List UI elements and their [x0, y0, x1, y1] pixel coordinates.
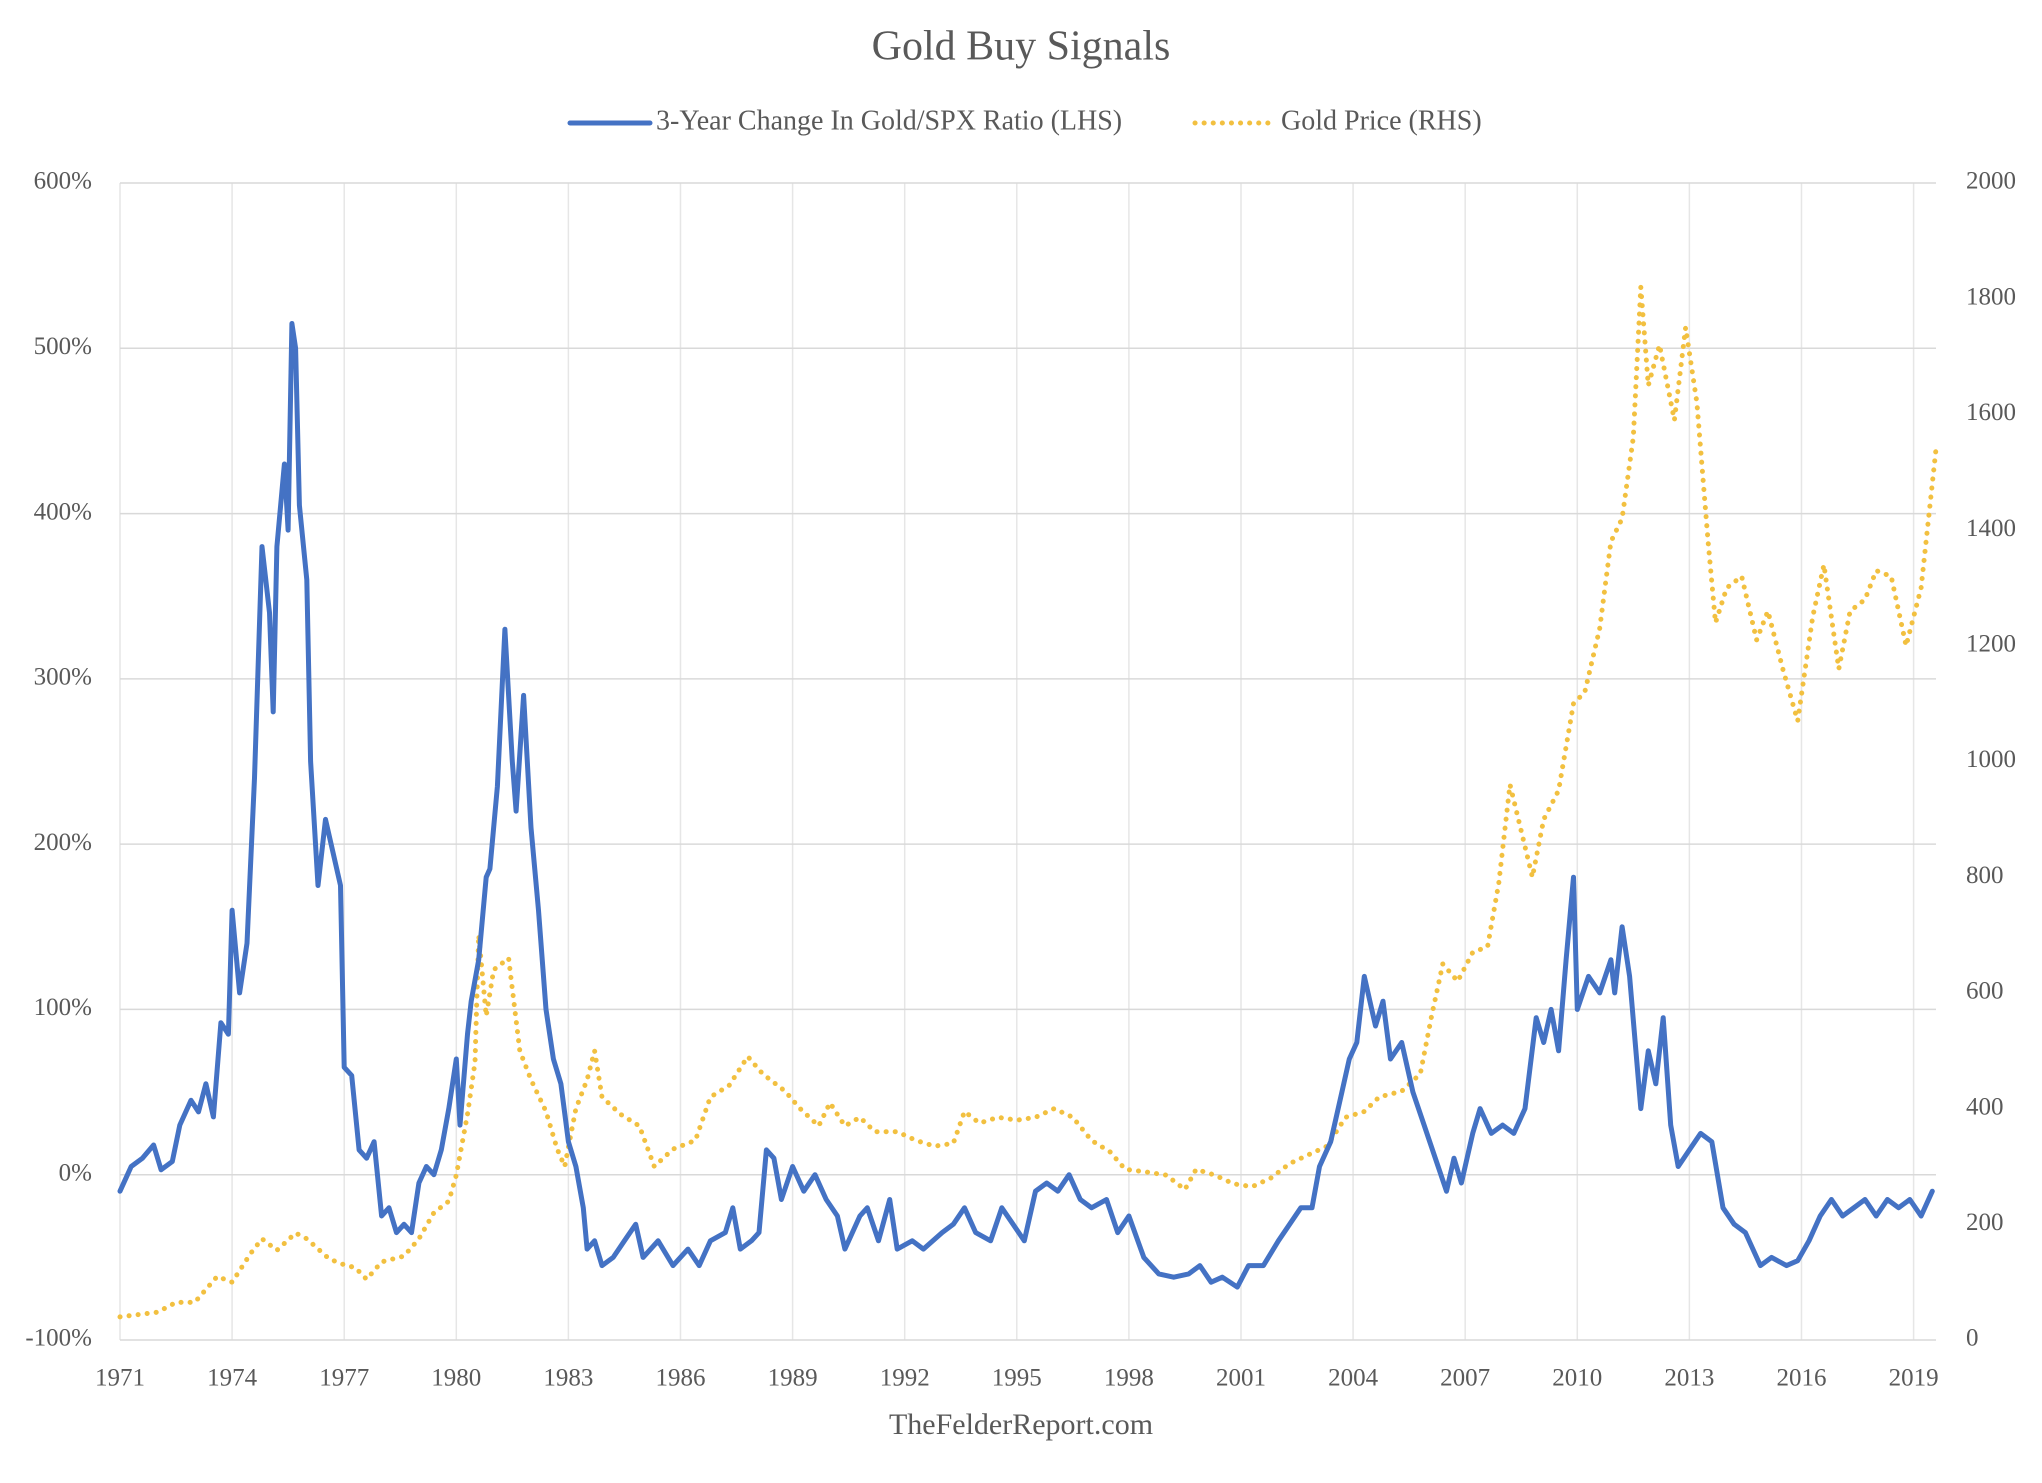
x-tick-label: 1992 — [880, 1365, 930, 1392]
y2-tick-label: 0 — [1966, 1325, 1979, 1352]
legend-label: Gold Price (RHS) — [1281, 105, 1482, 136]
y-tick-label: 100% — [34, 994, 92, 1021]
y2-tick-label: 1800 — [1966, 283, 2016, 310]
x-tick-label: 1986 — [655, 1365, 705, 1392]
series-line — [117, 284, 1939, 1320]
x-tick-label: 1998 — [1104, 1365, 1154, 1392]
y-tick-label: 200% — [34, 829, 92, 856]
x-tick-label: 1983 — [543, 1365, 593, 1392]
x-tick-label: 2016 — [1776, 1365, 1826, 1392]
chart-title: Gold Buy Signals — [872, 24, 1171, 70]
x-tick-label: 2007 — [1440, 1365, 1490, 1392]
x-tick-label: 2004 — [1328, 1365, 1379, 1392]
y-tick-label: 300% — [34, 664, 92, 691]
y-tick-label: 0% — [59, 1159, 92, 1186]
y2-tick-label: 400 — [1966, 1093, 2004, 1120]
x-tick-label: 2001 — [1216, 1365, 1266, 1392]
y2-tick-label: 1600 — [1966, 399, 2016, 426]
y-tick-label: 600% — [34, 168, 92, 195]
y2-tick-label: 600 — [1966, 978, 2004, 1005]
y2-tick-label: 1000 — [1966, 746, 2016, 773]
x-tick-label: 1971 — [95, 1365, 145, 1392]
x-tick-label: 1974 — [207, 1365, 258, 1392]
y-tick-label: 400% — [34, 498, 92, 525]
y2-tick-label: 800 — [1966, 862, 2004, 889]
x-tick-label: 2019 — [1889, 1365, 1939, 1392]
y-tick-label: 500% — [34, 333, 92, 360]
x-tick-label: 1989 — [768, 1365, 818, 1392]
x-tick-label: 2010 — [1552, 1365, 1602, 1392]
x-tick-label: 2013 — [1664, 1365, 1714, 1392]
y2-tick-label: 200 — [1966, 1209, 2004, 1236]
x-tick-label: 1995 — [992, 1365, 1042, 1392]
y2-tick-label: 1200 — [1966, 631, 2016, 658]
source: TheFelderReport.com — [889, 1408, 1153, 1441]
x-tick-label: 1980 — [431, 1365, 481, 1392]
y2-tick-label: 1400 — [1966, 515, 2016, 542]
y2-tick-label: 2000 — [1966, 168, 2016, 195]
legend-label: 3-Year Change In Gold/SPX Ratio (LHS) — [656, 105, 1122, 136]
y-tick-label: -100% — [25, 1325, 92, 1352]
x-tick-label: 1977 — [319, 1365, 369, 1392]
series-line — [117, 321, 1935, 1290]
